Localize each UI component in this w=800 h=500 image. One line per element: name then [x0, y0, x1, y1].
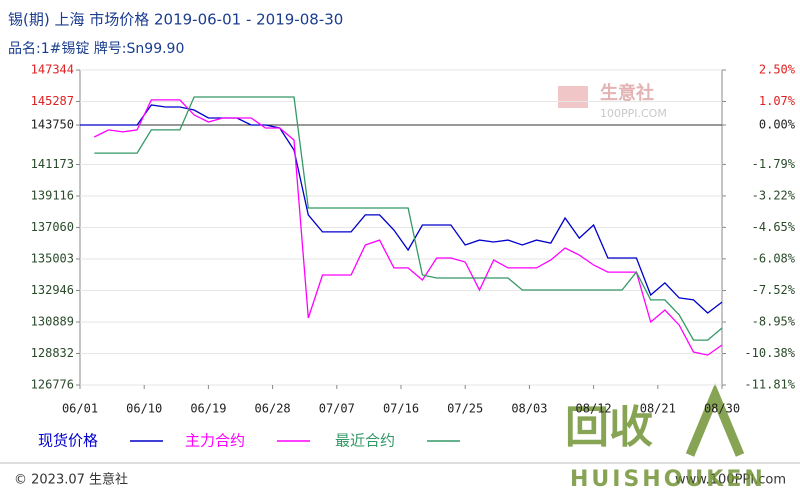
y-tick-label: 132946: [31, 283, 74, 297]
footer-left: © 2023.07 生意社: [14, 472, 128, 488]
overlay-logo-text: 回收: [565, 402, 653, 453]
legend-label: 现货价格: [38, 432, 98, 450]
x-tick-label: 07/07: [319, 402, 355, 416]
y2-tick-label: -6.08%: [752, 251, 796, 265]
overlay-logo-sub: HUISHOUKEN: [570, 467, 766, 492]
x-tick-label: 07/25: [447, 402, 483, 416]
y2-tick-label: 0.00%: [759, 118, 796, 132]
y2-tick-label: -4.65%: [752, 220, 796, 234]
y2-tick-label: -1.79%: [752, 157, 796, 171]
x-tick-label: 06/28: [255, 402, 291, 416]
series-line: [94, 96, 723, 341]
series-line: [94, 99, 723, 356]
y-tick-label: 141173: [31, 157, 74, 171]
y-tick-label: 126776: [31, 378, 74, 392]
x-tick-label: 08/21: [640, 402, 676, 416]
watermark-url: 100PPI.COM: [600, 107, 667, 120]
y2-tick-label: 2.50%: [759, 63, 796, 77]
y-tick-label: 143750: [31, 118, 74, 132]
y-tick-label: 135003: [31, 252, 74, 266]
y2-tick-label: 1.07%: [759, 94, 796, 108]
y-tick-label: 139116: [31, 189, 74, 203]
x-tick-label: 08/30: [704, 402, 740, 416]
chart-subtitle: 品名:1#锡锭 牌号:Sn99.90: [8, 40, 184, 57]
overlay-logo: 回收 HUISHOUKEN: [565, 383, 766, 492]
overlay-logo-mark: [685, 383, 745, 457]
y2-tick-label: -10.38%: [744, 346, 795, 360]
x-tick-label: 06/01: [62, 402, 98, 416]
x-tick-label: 08/03: [511, 402, 547, 416]
y-tick-label: 147344: [31, 63, 74, 77]
y-tick-label: 137060: [31, 220, 74, 234]
plot: 147344 145287 143750 141173 139116 137060 1350…: [31, 63, 796, 450]
x-tick-label: 06/10: [126, 402, 162, 416]
y2-tick-label: -8.95%: [752, 315, 796, 329]
y-tick-label: 130889: [31, 315, 74, 329]
footer-right: www.100PPI.com: [675, 473, 786, 488]
y2-tick-label: -3.22%: [752, 188, 796, 202]
legend-label: 主力合约: [185, 432, 245, 450]
y-tick-label: 145287: [31, 94, 74, 108]
y2-tick-label: -11.81%: [744, 378, 795, 392]
x-tick-label: 07/16: [383, 402, 419, 416]
x-tick-label: 06/19: [190, 402, 226, 416]
y-tick-label: 128832: [31, 346, 74, 360]
watermark: 生意社: [600, 82, 654, 104]
legend-label: 最近合约: [335, 432, 395, 450]
chart-title: 锡(期) 上海 市场价格 2019-06-01 - 2019-08-30: [8, 11, 343, 29]
y2-tick-label: -7.52%: [752, 283, 796, 297]
series-line: [80, 104, 723, 314]
watermark-icon: [558, 86, 588, 108]
x-tick-label: 08/12: [576, 402, 612, 416]
